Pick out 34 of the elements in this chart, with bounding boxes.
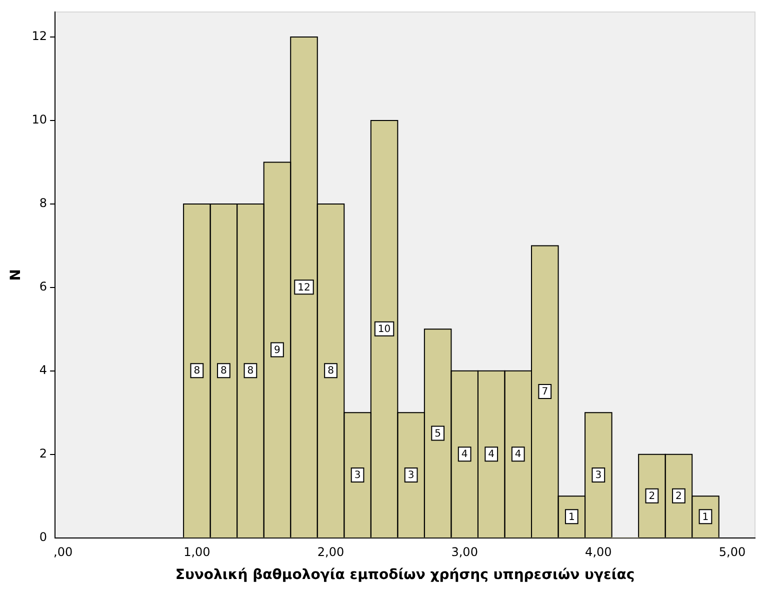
- y-tick-label: 12: [32, 29, 48, 44]
- data-label: 8: [328, 366, 334, 377]
- x-tick-label: 4,00: [585, 545, 612, 560]
- y-tick-label: 2: [39, 446, 48, 460]
- data-label: 4: [514, 449, 522, 460]
- y-tick-label: 10: [32, 112, 48, 127]
- x-tick-label: ,00: [54, 545, 73, 560]
- data-label: 8: [220, 366, 227, 377]
- data-label: 12: [298, 282, 310, 294]
- data-label: 1: [702, 512, 709, 523]
- y-axis-title: N: [8, 269, 24, 281]
- data-label: 2: [676, 490, 682, 502]
- data-label: 3: [408, 470, 414, 482]
- y-tick-label: 6: [39, 280, 48, 294]
- data-label: 3: [354, 470, 361, 482]
- x-tick-label: 1,00: [184, 545, 210, 560]
- data-label: 5: [434, 428, 442, 440]
- data-label: 3: [595, 470, 602, 482]
- data-label: 7: [542, 386, 548, 398]
- data-label: 8: [247, 366, 254, 377]
- data-label: 8: [194, 366, 200, 377]
- data-label: 9: [274, 344, 280, 356]
- data-label: 4: [461, 449, 468, 460]
- data-label: 4: [488, 449, 495, 460]
- y-tick-label: 8: [39, 196, 48, 210]
- y-tick-label: 0: [39, 530, 48, 544]
- data-label: 1: [568, 512, 575, 523]
- x-tick-label: 5,00: [718, 545, 746, 560]
- x-tick-label: 2,00: [317, 545, 344, 560]
- y-tick-label: 4: [39, 363, 48, 378]
- x-axis-title: Συνολική βαθμολογία εμποδίων χρήσης υπηρεσιών υγείας: [175, 567, 635, 584]
- data-label: 2: [648, 490, 656, 502]
- data-label: 10: [378, 324, 391, 335]
- x-tick-label: 3,00: [451, 545, 478, 560]
